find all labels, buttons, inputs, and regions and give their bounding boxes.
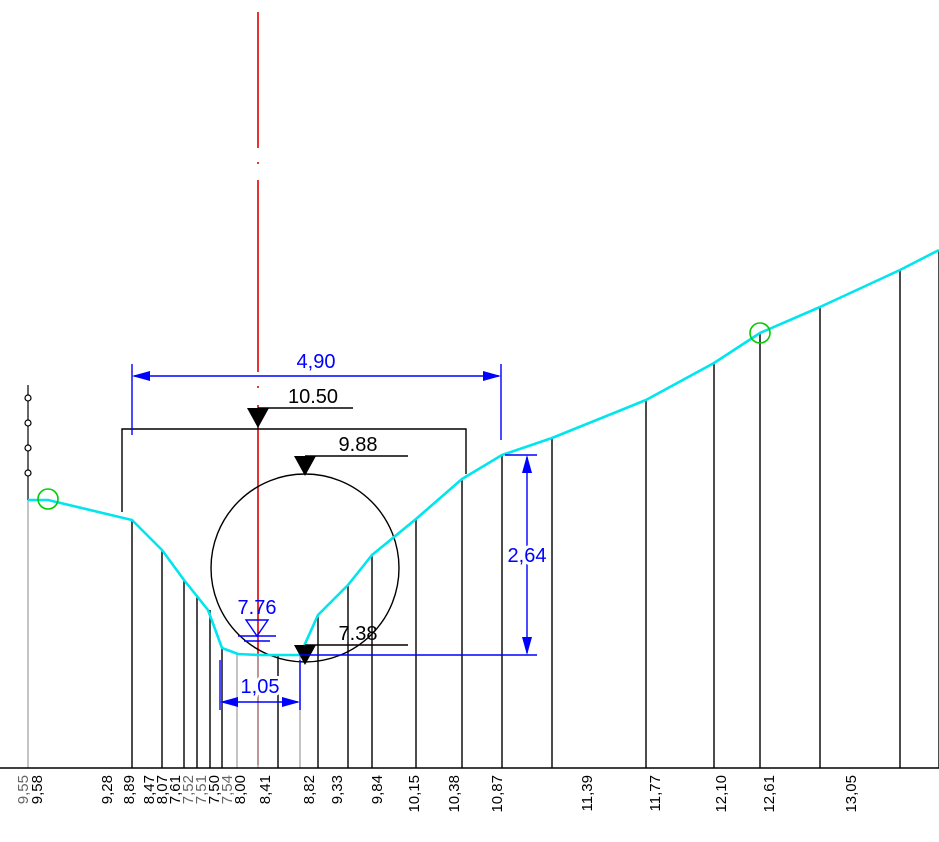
station-label: 7,52 bbox=[180, 775, 197, 804]
width-dimension-label: 4,90 bbox=[297, 351, 336, 373]
station-label: 7,54 bbox=[219, 775, 236, 804]
terrain-point-marker bbox=[37, 488, 59, 510]
station-label: 10,87 bbox=[489, 775, 506, 813]
station-label: 8,41 bbox=[257, 775, 274, 804]
level-top-label: 10.50 bbox=[288, 386, 338, 408]
cover-outline bbox=[121, 428, 467, 512]
station-label: 9,33 bbox=[329, 775, 346, 804]
terrain-profile bbox=[28, 248, 939, 657]
station-label: 12,10 bbox=[713, 775, 730, 813]
station-label: 7,50 bbox=[206, 775, 223, 804]
level-invert-label: 7.38 bbox=[339, 623, 378, 645]
station-label: 8,00 bbox=[232, 775, 249, 804]
width-dimension: 4,90 bbox=[131, 351, 502, 440]
station-label: 11,77 bbox=[647, 775, 664, 811]
water-width-dimension: 1,05 bbox=[219, 660, 301, 710]
station-labels: 9,559,58 9,28 8,89 8,478,077,617,527,517,50… bbox=[15, 775, 860, 813]
station-label: 13,05 bbox=[843, 775, 860, 813]
height-dimension-label: 2,64 bbox=[508, 545, 547, 567]
terrain-point-marker bbox=[749, 322, 771, 344]
station-label: 9,58 bbox=[29, 775, 46, 804]
level-marker-top: 10.50 bbox=[247, 386, 353, 428]
water-level-label: 7.76 bbox=[238, 597, 277, 619]
station-label: 7,61 bbox=[167, 775, 184, 804]
station-label: 7,51 bbox=[193, 775, 210, 804]
scale-ticks bbox=[24, 385, 32, 500]
station-label: 8,07 bbox=[154, 775, 171, 804]
station-label: 9,84 bbox=[369, 775, 386, 804]
station-lines bbox=[27, 250, 939, 768]
level-crown-label: 9.88 bbox=[339, 434, 378, 456]
station-label: 10,15 bbox=[406, 775, 423, 813]
station-label: 8,82 bbox=[301, 775, 318, 804]
level-marker-crown: 9.88 bbox=[294, 434, 408, 476]
station-label: 9,28 bbox=[99, 775, 116, 804]
station-label: 12,61 bbox=[761, 775, 778, 813]
water-level-marker: 7.76 bbox=[238, 597, 277, 642]
water-width-label: 1,05 bbox=[241, 676, 280, 698]
station-label: 9,55 bbox=[15, 775, 32, 804]
station-label: 8,47 bbox=[141, 775, 158, 804]
height-dimension: 2,64 bbox=[300, 454, 549, 656]
station-label: 8,89 bbox=[121, 775, 138, 804]
station-label: 11,39 bbox=[579, 775, 596, 811]
station-label: 10,38 bbox=[446, 775, 463, 813]
